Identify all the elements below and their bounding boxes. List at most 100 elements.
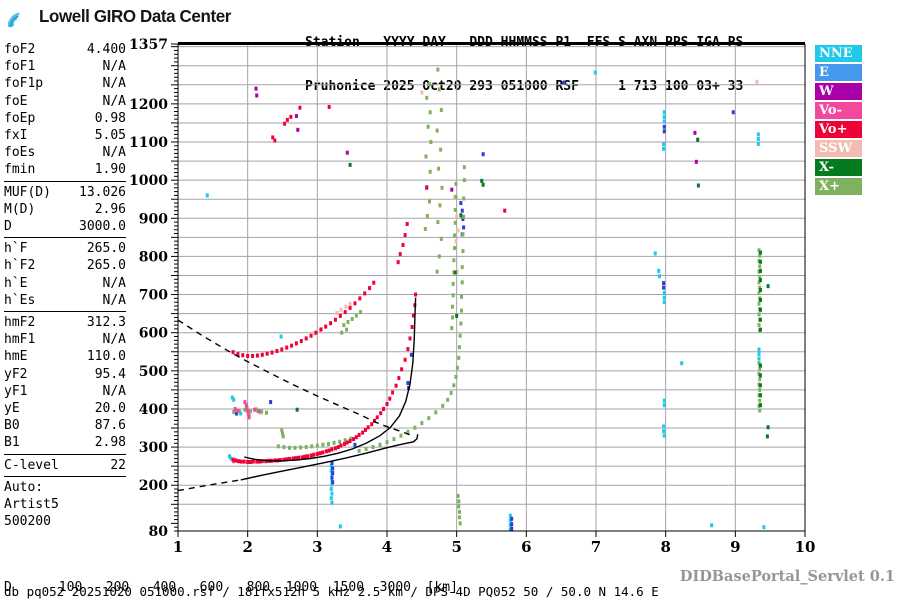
legend-item-ssw: SSW [815, 140, 862, 157]
param-value: N/A [102, 76, 126, 92]
param-label: foEp [4, 110, 36, 126]
param-value: N/A [102, 145, 126, 161]
param-value: 87.6 [94, 418, 126, 434]
x-axis-labels: 1 2 3 4 5 6 7 8 9 10 [173, 538, 816, 556]
muf-table: D 100 200 400 600 800 1000 1500 3000 [km… [4, 554, 466, 600]
svg-text:80: 80 [149, 524, 169, 540]
param-row: hmE 110.0 [4, 348, 126, 365]
param-group: foF2 4.400 foF1 N/A foF1p N/A foE N/A foEp 0.98 fx… [4, 41, 126, 179]
series-xminus [295, 137, 770, 439]
param-value: 13.026 [79, 184, 126, 200]
svg-text:500: 500 [139, 364, 168, 380]
param-row: M(D) 2.96 [4, 201, 126, 218]
param-label: M(D) [4, 201, 36, 217]
param-label: 500200 [4, 514, 51, 530]
param-row: Artist5 [4, 496, 126, 513]
curve-true-height-profile [240, 433, 419, 481]
param-label: h`E [4, 275, 28, 291]
svg-text:6: 6 [521, 538, 531, 556]
param-row: hmF2 312.3 [4, 314, 126, 331]
param-label: C-level [4, 457, 59, 473]
param-row: h`F2 265.0 [4, 257, 126, 274]
wave-icon [8, 12, 20, 27]
param-label: h`F [4, 241, 28, 257]
svg-text:900: 900 [139, 211, 168, 227]
series-voplus [231, 104, 507, 464]
param-label: foEs [4, 145, 36, 161]
svg-text:8: 8 [660, 538, 670, 556]
param-group: Auto: Artist5 500200 [4, 475, 126, 531]
param-row: foE N/A [4, 93, 126, 110]
svg-text:1357: 1357 [129, 37, 168, 53]
svg-text:2: 2 [242, 538, 252, 556]
svg-text:4: 4 [382, 538, 392, 556]
param-value: N/A [102, 275, 126, 291]
param-row: h`Es N/A [4, 292, 126, 309]
svg-text:800: 800 [139, 249, 168, 265]
param-row: fmin 1.90 [4, 161, 126, 178]
param-value: N/A [102, 332, 126, 348]
param-row: B0 87.6 [4, 417, 126, 434]
legend-item-e: E [815, 64, 862, 81]
param-label: Artist5 [4, 497, 59, 513]
param-row: foF1p N/A [4, 75, 126, 92]
param-label: Auto: [4, 479, 44, 495]
param-row: MUF(D) 13.026 [4, 184, 126, 201]
param-value: 0.98 [94, 110, 126, 126]
svg-text:10: 10 [795, 538, 816, 556]
param-value: N/A [102, 292, 126, 308]
curve-transmission-curve [177, 319, 412, 436]
param-group: C-level 22 [4, 453, 126, 474]
param-label: h`F2 [4, 258, 36, 274]
param-row: yF1 N/A [4, 383, 126, 400]
param-row: foF2 4.400 [4, 41, 126, 58]
svg-text:600: 600 [139, 326, 168, 342]
legend-item-w: W [815, 83, 862, 100]
param-row: yE 20.0 [4, 400, 126, 417]
series-e [235, 80, 735, 531]
svg-text:1100: 1100 [129, 135, 168, 151]
param-value: N/A [102, 93, 126, 109]
param-value: 1.90 [94, 162, 126, 178]
svg-text:9: 9 [730, 538, 740, 556]
series-nne [205, 70, 766, 532]
svg-text:5: 5 [451, 538, 461, 556]
param-label: B1 [4, 435, 20, 451]
legend-item-xminus: X- [815, 159, 862, 176]
db-info-line: db pq052 20251020 051000.rsf / 181fx512h… [4, 584, 659, 599]
param-value: 20.0 [94, 401, 126, 417]
param-value: 95.4 [94, 366, 126, 382]
param-row: hmF1 N/A [4, 331, 126, 348]
param-label: fmin [4, 162, 36, 178]
param-row: h`F 265.0 [4, 240, 126, 257]
legend-item-vominus: Vo- [815, 102, 862, 119]
param-row: 500200 [4, 513, 126, 530]
param-value: 312.3 [86, 315, 126, 331]
param-row: foF1 N/A [4, 58, 126, 75]
series-w [254, 86, 698, 192]
series-vominus [232, 400, 261, 464]
param-value: 22 [110, 457, 126, 473]
param-label: foF2 [4, 42, 36, 57]
lowell-giro-logo: Lowell GIRO Data Center [8, 5, 237, 27]
axes [171, 42, 806, 537]
param-label: h`Es [4, 292, 36, 308]
series-ssw [248, 79, 759, 418]
svg-text:1: 1 [173, 538, 183, 556]
param-label: yF1 [4, 383, 28, 399]
param-value: 4.400 [86, 42, 126, 57]
svg-text:1200: 1200 [129, 97, 168, 113]
logo-text: Lowell GIRO Data Center [39, 5, 231, 26]
svg-text:400: 400 [139, 402, 168, 418]
param-row: fxI 5.05 [4, 127, 126, 144]
param-label: yF2 [4, 366, 28, 382]
param-label: fxI [4, 128, 28, 144]
param-label: yE [4, 401, 20, 417]
param-label: foF1 [4, 59, 36, 75]
param-value: 110.0 [86, 349, 126, 365]
param-label: hmF2 [4, 315, 36, 331]
param-value: N/A [102, 59, 126, 75]
param-group: hmF2 312.3 hmF1 N/A hmE 110.0 yF2 95.4 yF1 N/A yE 2… [4, 311, 126, 452]
